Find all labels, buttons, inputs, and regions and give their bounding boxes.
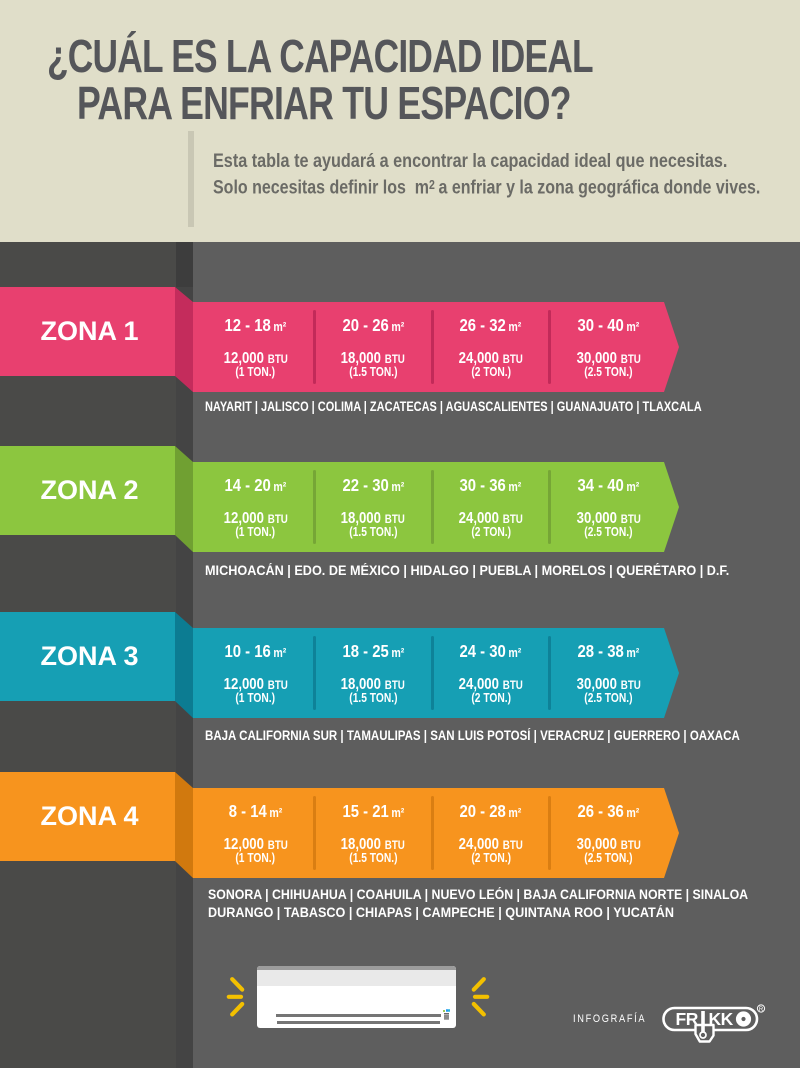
svg-text:FR: FR: [676, 1009, 699, 1029]
svg-text:R: R: [759, 1007, 764, 1013]
svg-text:KK: KK: [709, 1009, 734, 1029]
